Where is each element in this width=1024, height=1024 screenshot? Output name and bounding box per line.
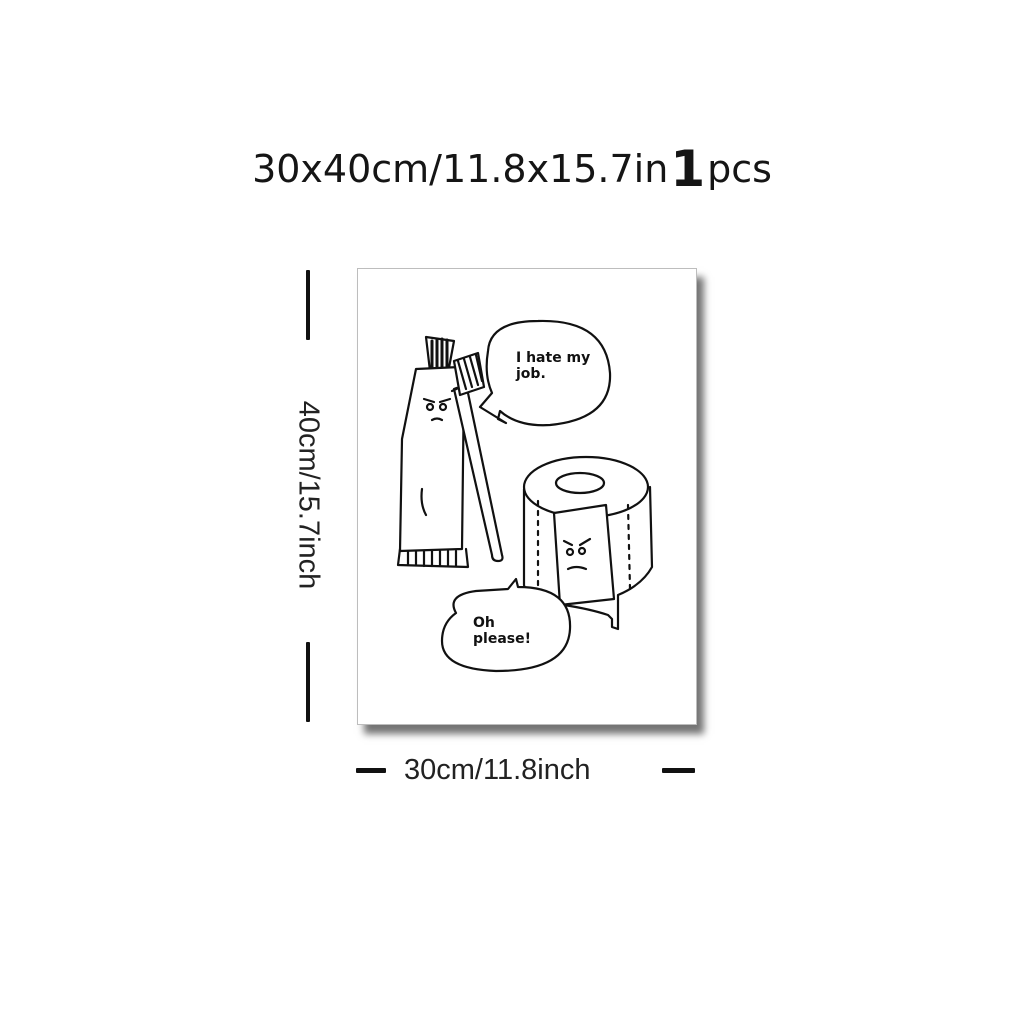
quantity-unit: pcs [707, 147, 772, 191]
size-text: 30x40cm/11.8x15.7in [252, 147, 669, 191]
toothbrush-drawing [450, 351, 504, 563]
toothpaste-tube-drawing [396, 335, 470, 569]
width-label: 30cm/11.8inch [404, 754, 591, 786]
quantity-number: 1 [670, 140, 706, 198]
bubble-bottom-text: Oh please! [473, 615, 531, 647]
height-marker-top [306, 270, 310, 340]
speech-bubble-top-drawing [478, 319, 612, 427]
speech-bubble-bottom-drawing [440, 577, 572, 673]
width-marker-left [356, 768, 386, 773]
product-size-headline: 30x40cm/11.8x15.7in1pcs [0, 140, 1024, 198]
poster-canvas: I hate my job. Oh please! [357, 268, 697, 725]
bubble-top-text: I hate my job. [516, 350, 591, 382]
toilet-paper-roll-drawing [522, 455, 654, 631]
width-marker-right [662, 768, 695, 773]
height-label: 40cm/15.7inch [292, 400, 325, 590]
poster-illustration [396, 319, 654, 673]
height-marker-bottom [306, 642, 310, 722]
